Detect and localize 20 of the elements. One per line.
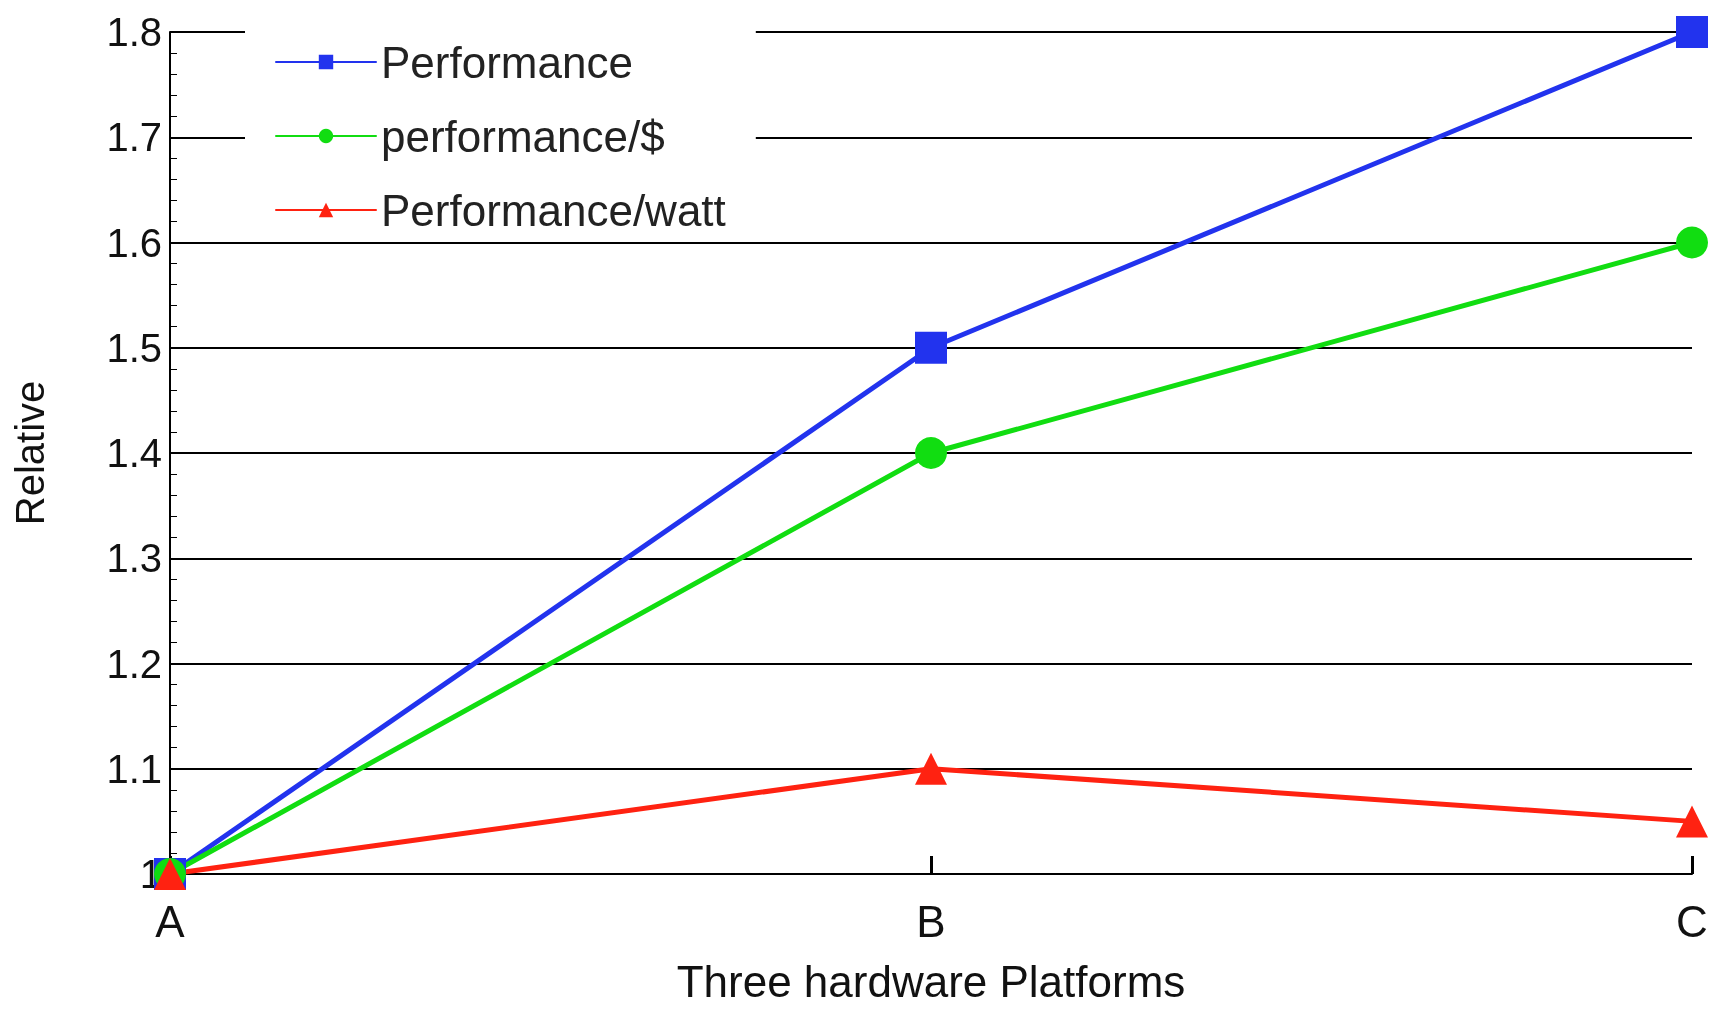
x-tick-label: C [1676, 896, 1708, 946]
y-tick-label: 1.6 [106, 220, 162, 265]
legend-label: Performance [381, 37, 633, 87]
y-tick-label: 1.7 [106, 115, 162, 160]
x-tick-label: B [916, 896, 946, 946]
x-tick-label: A [155, 896, 186, 946]
y-axis-title: Relative [8, 380, 52, 526]
point [1676, 226, 1708, 259]
y-tick-label: 1.8 [106, 10, 162, 54]
y-tick-label: 1.4 [106, 431, 162, 475]
point [915, 331, 947, 364]
legend-label: Performance/watt [381, 185, 726, 235]
y-tick-label: 1.5 [106, 325, 162, 370]
point [915, 437, 947, 469]
y-tick-label: 1.3 [106, 536, 162, 581]
y-tick-label: 1.1 [106, 746, 162, 791]
legend-label: performance/$ [381, 111, 665, 161]
x-axis-title: Three hardware Platforms [676, 956, 1186, 1006]
point [1676, 16, 1708, 48]
y-tick-label: 1.2 [106, 641, 162, 686]
